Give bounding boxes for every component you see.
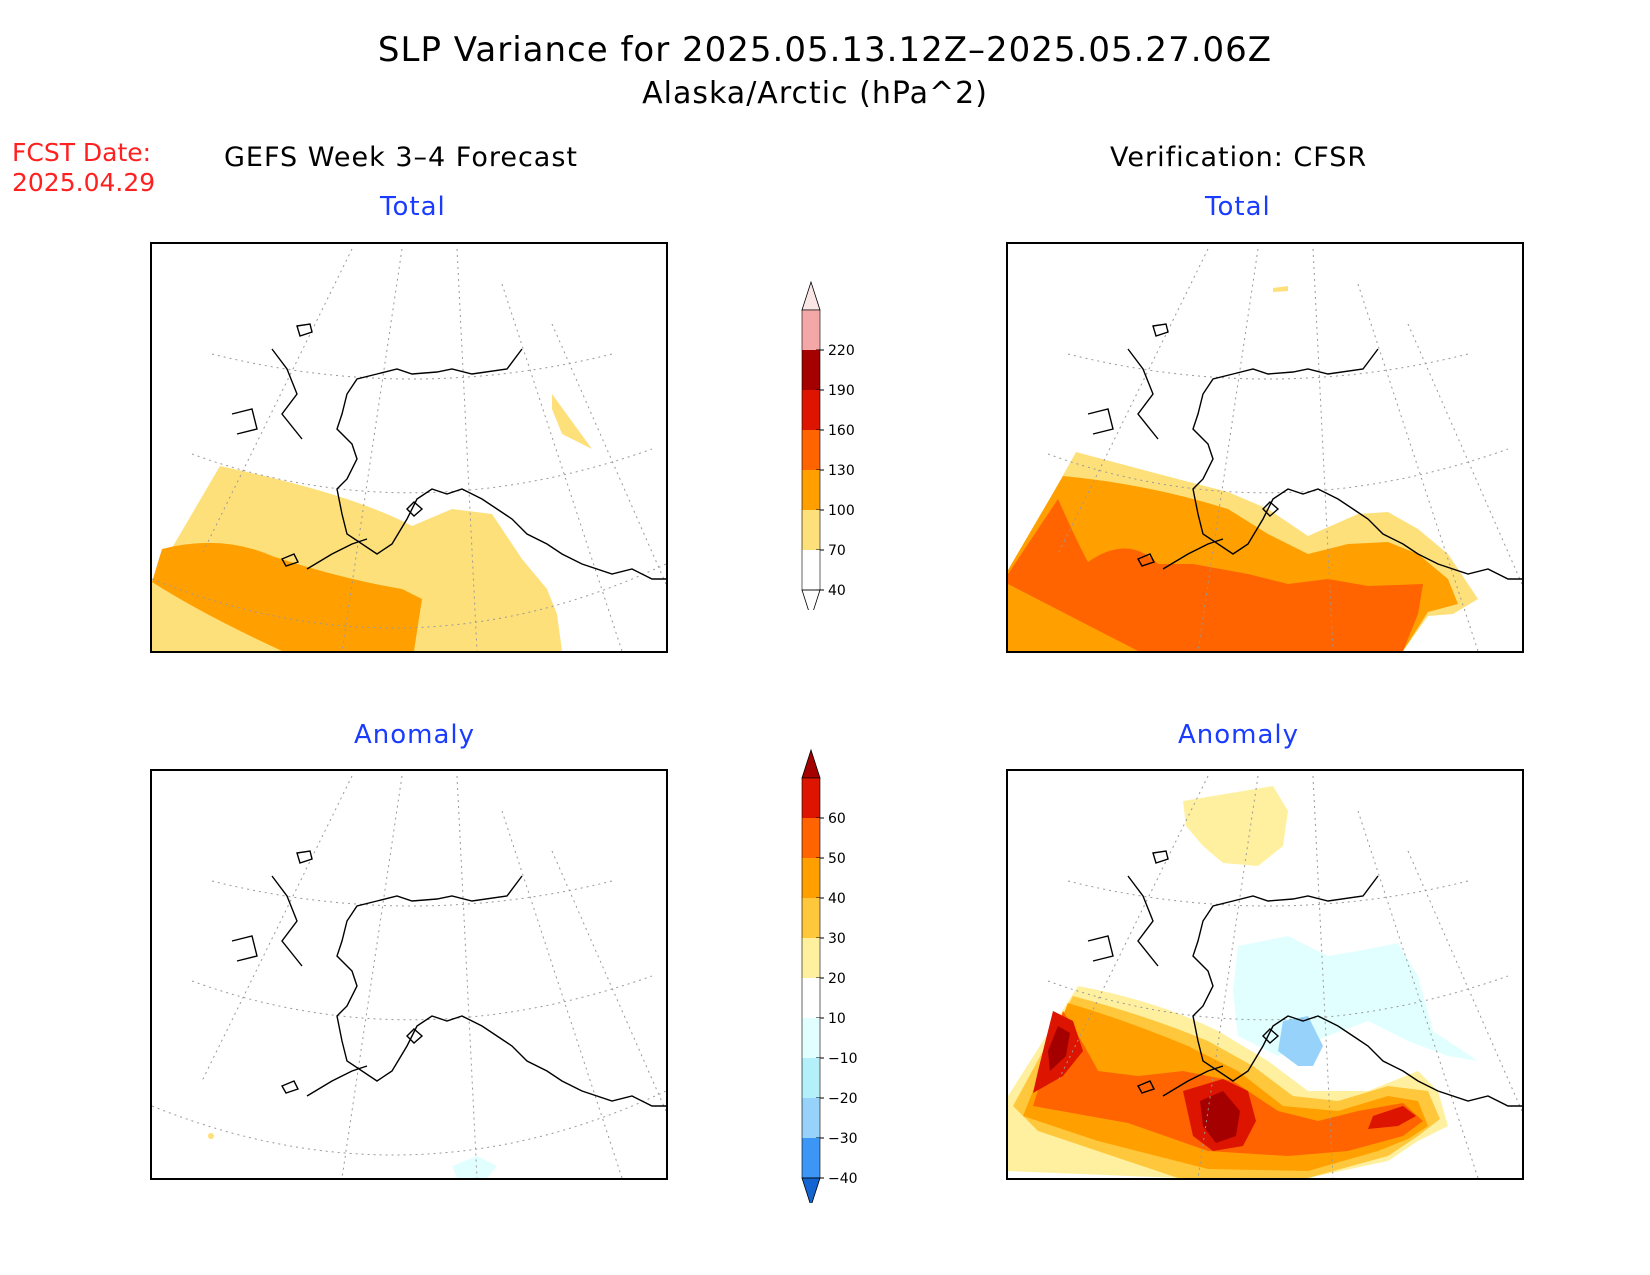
colorbar-swatch (802, 898, 820, 938)
colorbar-swatch (802, 1098, 820, 1138)
forecast-date-value: 2025.04.29 (12, 168, 156, 197)
column-header-verification: Verification: CFSR (1110, 142, 1368, 173)
panel-label-forecast-anomaly: Anomaly (354, 720, 476, 750)
colorbar-swatch (802, 978, 820, 1018)
contour-70-100 (152, 542, 422, 651)
map-panel-verification-total (1006, 242, 1524, 653)
colorbar-swatch (802, 858, 820, 898)
coastline (1087, 323, 1522, 580)
panel-label-verification-total: Total (1205, 192, 1271, 222)
colorbar-swatch (802, 350, 820, 390)
colorbar-top-arrow (801, 748, 821, 779)
colorbar-label: 100 (828, 503, 855, 519)
colorbar-label: 130 (828, 463, 855, 479)
colorbar-swatch (802, 818, 820, 858)
forecast-date: FCST Date: 2025.04.29 (12, 138, 155, 198)
colorbar-bottom-arrow (801, 1177, 821, 1208)
graticule (152, 248, 666, 651)
colorbar-swatch (802, 470, 820, 510)
panel-label-verification-anomaly: Anomaly (1178, 720, 1300, 750)
contour-10-20-north (1183, 786, 1288, 866)
colorbar-total: 220 190 160 130 100 70 40 (790, 280, 870, 620)
colorbar-label: 20 (828, 971, 846, 987)
coastline (231, 850, 666, 1107)
colorbar-swatch (802, 310, 820, 350)
coastline (1087, 850, 1522, 1107)
colorbar-outline (801, 309, 821, 591)
forecast-date-label: FCST Date: (12, 138, 152, 167)
colorbar-swatch (802, 550, 820, 590)
colorbar-label: −30 (828, 1131, 858, 1147)
colorbar-label: −40 (828, 1171, 858, 1187)
variance-fill (1008, 786, 1478, 1178)
coastline (231, 323, 666, 580)
colorbar-swatch (802, 1018, 820, 1058)
contour-neg20 (1278, 1016, 1323, 1066)
contour-60-plus (1048, 1026, 1070, 1071)
colorbar-swatch (802, 510, 820, 550)
map-panel-verification-anomaly (1006, 769, 1524, 1180)
colorbar-swatch (802, 390, 820, 430)
colorbar-outline (801, 777, 821, 1179)
graticule (1047, 775, 1522, 1178)
colorbar-label: 30 (828, 931, 846, 947)
colorbar-label: 190 (828, 383, 855, 399)
colorbar-swatch (802, 938, 820, 978)
colorbar-label: −20 (828, 1091, 858, 1107)
contour-50-60-c (1368, 1106, 1416, 1129)
subtitle: Alaska/Arctic (hPa^2) (642, 76, 988, 111)
contour-100-130 (1008, 499, 1423, 651)
colorbar-label: 160 (828, 423, 855, 439)
map-panel-forecast-total (150, 242, 668, 653)
graticule (1047, 248, 1522, 651)
main-title: SLP Variance for 2025.05.13.12Z–2025.05.… (377, 30, 1273, 70)
colorbar-label: 40 (828, 891, 846, 907)
colorbar-label: 40 (828, 583, 846, 599)
contour-40-70-north (1273, 286, 1288, 292)
contour-10-20 (208, 1133, 214, 1139)
colorbar-bottom-arrow (801, 589, 821, 620)
contour-60-plus-b (1200, 1091, 1240, 1143)
colorbar-top-arrow (801, 280, 821, 311)
graticule (152, 775, 666, 1178)
colorbar-label: 60 (828, 811, 846, 827)
column-header-forecast: GEFS Week 3–4 Forecast (224, 142, 579, 173)
variance-fill (152, 394, 592, 651)
colorbar-swatch (802, 430, 820, 470)
colorbar-anomaly: 60 50 40 30 20 10 −10 −20 −30 −40 (790, 748, 870, 1208)
map-panel-forecast-anomaly (150, 769, 668, 1180)
colorbar-label: −10 (828, 1051, 858, 1067)
panel-label-forecast-total: Total (380, 192, 446, 222)
variance-fill (1008, 286, 1478, 651)
colorbar-swatch (802, 1138, 820, 1178)
colorbar-label: 220 (828, 343, 855, 359)
colorbar-label: 70 (828, 543, 846, 559)
contour-neg10 (452, 1156, 497, 1178)
colorbar-label: 10 (828, 1011, 846, 1027)
colorbar-swatch (802, 1058, 820, 1098)
colorbar-label: 50 (828, 851, 846, 867)
variance-fill (208, 1133, 497, 1178)
colorbar-swatch (802, 778, 820, 818)
contour-40-70-east (552, 394, 592, 449)
